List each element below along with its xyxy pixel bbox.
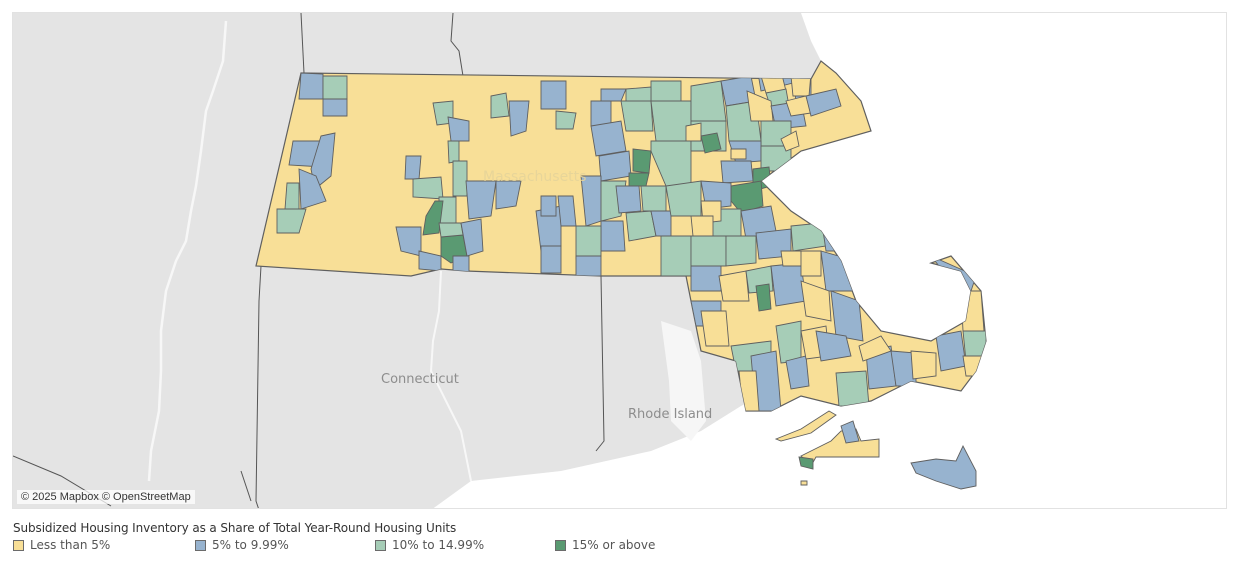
municipality-region[interactable] [412, 176, 444, 200]
municipality-region[interactable] [575, 225, 602, 260]
municipality-region[interactable] [422, 200, 444, 236]
municipality-region[interactable] [447, 140, 460, 164]
municipality-region[interactable] [322, 98, 348, 117]
map-view[interactable]: Connecticut Rhode Island Massachusetts ©… [12, 12, 1227, 509]
municipality-region[interactable] [490, 92, 510, 119]
municipality-region[interactable] [718, 270, 750, 302]
massachusetts-label: Massachusetts [483, 169, 586, 185]
municipality-region[interactable] [298, 72, 324, 100]
map-attribution[interactable]: © 2025 Mapbox © OpenStreetMap [17, 490, 195, 504]
municipality-region[interactable] [284, 182, 300, 210]
municipality-region[interactable] [730, 148, 747, 160]
legend-swatch-icon [375, 539, 386, 551]
connecticut-river [147, 20, 228, 482]
municipality-region[interactable] [775, 320, 802, 364]
legend-label: 10% to 14.99% [392, 538, 485, 552]
municipality-region[interactable] [690, 235, 727, 267]
municipality-region[interactable] [508, 100, 530, 137]
municipality-region[interactable] [815, 330, 852, 362]
legend-swatch-icon [195, 539, 206, 551]
municipality-region[interactable] [600, 220, 626, 252]
municipality-region[interactable] [640, 185, 667, 212]
connecticut-river-south [429, 270, 472, 482]
ocean [433, 13, 1226, 508]
municipality-region[interactable] [628, 172, 650, 187]
municipality-region[interactable] [404, 155, 422, 180]
municipality-region[interactable] [615, 185, 642, 214]
municipality-region[interactable] [665, 180, 702, 217]
legend-label: 5% to 9.99% [212, 538, 289, 552]
municipality-region[interactable] [625, 86, 652, 102]
municipality-region[interactable] [322, 75, 348, 100]
marthas-vineyard-west[interactable] [800, 428, 880, 467]
municipality-region[interactable] [780, 130, 800, 152]
choropleth-map[interactable]: Connecticut Rhode Island Massachusetts [13, 13, 1227, 509]
municipality-region[interactable] [700, 132, 722, 154]
municipality-region[interactable] [650, 80, 682, 102]
municipality-region[interactable] [785, 355, 810, 390]
municipality-region[interactable] [685, 122, 702, 142]
municipality-region[interactable] [298, 168, 327, 210]
municipality-region[interactable] [830, 290, 864, 342]
municipality-region[interactable] [575, 255, 602, 277]
municipality-region[interactable] [700, 310, 730, 347]
municipality-region[interactable] [755, 283, 772, 312]
municipality-region[interactable] [650, 100, 692, 142]
legend-item-15-plus[interactable]: 15% or above [555, 538, 655, 552]
municipality-region[interactable] [780, 250, 804, 267]
municipality-region[interactable] [725, 235, 757, 267]
municipality-region[interactable] [555, 110, 577, 130]
legend-item-5-to-9[interactable]: 5% to 9.99% [195, 538, 289, 552]
municipality-region[interactable] [540, 80, 567, 110]
elizabeth-islands[interactable] [774, 410, 837, 442]
legend-label: 15% or above [572, 538, 656, 552]
municipality-region[interactable] [800, 250, 822, 277]
municipality-region[interactable] [465, 180, 497, 220]
municipality-region[interactable] [690, 265, 722, 292]
municipality-layer[interactable] [276, 56, 986, 411]
municipality-region[interactable] [310, 132, 336, 190]
municipality-region[interactable] [660, 235, 692, 277]
municipality-region[interactable] [276, 208, 307, 234]
legend: Subsidized Housing Inventory as a Share … [13, 521, 1113, 554]
municipality-region[interactable] [690, 80, 727, 122]
narragansett-bay [661, 321, 706, 441]
connecticut-label: Connecticut [381, 372, 459, 387]
islands[interactable] [774, 410, 977, 490]
municipality-region[interactable] [590, 120, 627, 157]
municipality-region[interactable] [452, 160, 468, 197]
municipality-region[interactable] [600, 88, 627, 102]
municipality-region[interactable] [690, 215, 714, 237]
legend-swatch-icon [555, 539, 566, 551]
marthas-vineyard-blue[interactable] [840, 420, 860, 444]
municipality-region[interactable] [632, 148, 652, 174]
municipality-region[interactable] [447, 116, 470, 142]
municipality-region[interactable] [598, 150, 632, 182]
municipality-region[interactable] [910, 350, 937, 380]
municipality-region[interactable] [460, 218, 484, 257]
legend-items: Less than 5% 5% to 9.99% 10% to 14.99% 1… [13, 538, 1113, 554]
municipality-region[interactable] [590, 100, 612, 127]
legend-item-10-to-14[interactable]: 10% to 14.99% [375, 538, 484, 552]
municipality-region[interactable] [495, 180, 522, 210]
legend-label: Less than 5% [30, 538, 111, 552]
municipality-region[interactable] [835, 370, 870, 407]
municipality-region[interactable] [720, 160, 754, 184]
municipality-region[interactable] [438, 222, 464, 238]
small-island[interactable] [800, 480, 808, 486]
municipality-region[interactable] [557, 195, 577, 227]
aquinnah[interactable] [798, 456, 814, 470]
municipality-region[interactable] [805, 88, 842, 117]
municipality-region[interactable] [935, 330, 967, 372]
municipality-region[interactable] [540, 245, 562, 274]
municipality-region[interactable] [540, 195, 557, 217]
rhode-island-label: Rhode Island [628, 407, 712, 422]
legend-title: Subsidized Housing Inventory as a Share … [13, 521, 457, 535]
legend-item-less-than-5[interactable]: Less than 5% [13, 538, 110, 552]
nantucket[interactable] [910, 444, 977, 490]
legend-swatch-icon [13, 539, 24, 551]
municipality-region[interactable] [620, 100, 654, 132]
municipality-region[interactable] [800, 280, 832, 322]
